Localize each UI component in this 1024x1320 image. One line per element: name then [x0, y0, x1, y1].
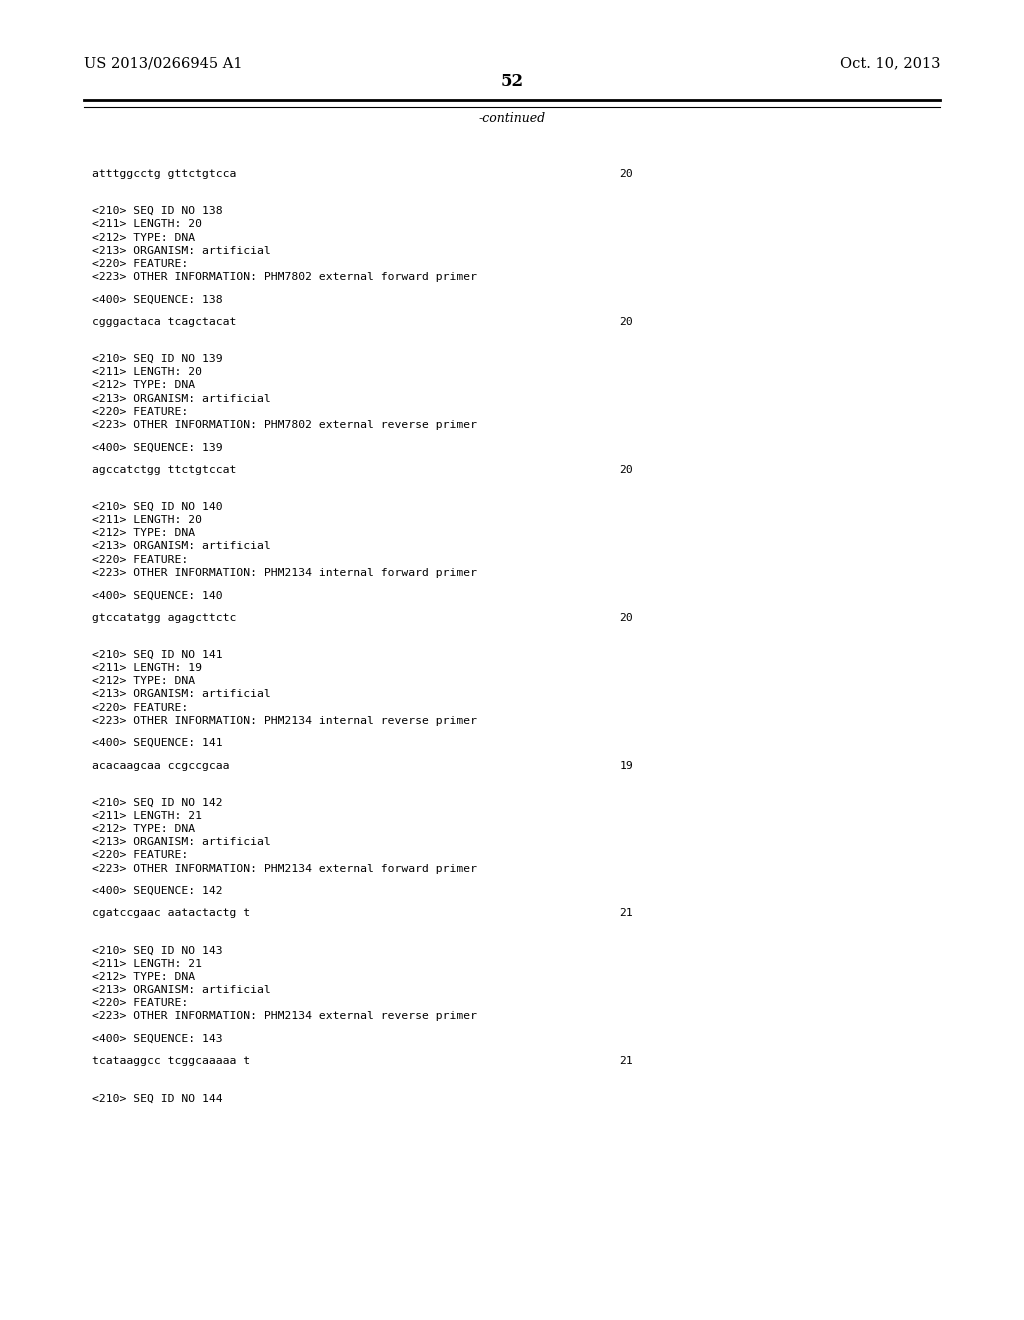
Text: <223> OTHER INFORMATION: PHM2134 external reverse primer: <223> OTHER INFORMATION: PHM2134 externa…: [92, 1011, 477, 1022]
Text: <220> FEATURE:: <220> FEATURE:: [92, 259, 188, 269]
Text: atttggcctg gttctgtcca: atttggcctg gttctgtcca: [92, 169, 237, 180]
Text: acacaagcaa ccgccgcaa: acacaagcaa ccgccgcaa: [92, 760, 229, 771]
Text: 20: 20: [620, 317, 633, 327]
Text: <223> OTHER INFORMATION: PHM7802 external forward primer: <223> OTHER INFORMATION: PHM7802 externa…: [92, 272, 477, 282]
Text: <220> FEATURE:: <220> FEATURE:: [92, 554, 188, 565]
Text: 20: 20: [620, 612, 633, 623]
Text: <211> LENGTH: 20: <211> LENGTH: 20: [92, 515, 202, 525]
Text: <210> SEQ ID NO 140: <210> SEQ ID NO 140: [92, 502, 223, 512]
Text: <211> LENGTH: 20: <211> LENGTH: 20: [92, 367, 202, 378]
Text: US 2013/0266945 A1: US 2013/0266945 A1: [84, 57, 243, 70]
Text: <213> ORGANISM: artificial: <213> ORGANISM: artificial: [92, 985, 271, 995]
Text: <213> ORGANISM: artificial: <213> ORGANISM: artificial: [92, 837, 271, 847]
Text: <210> SEQ ID NO 142: <210> SEQ ID NO 142: [92, 797, 223, 808]
Text: <210> SEQ ID NO 138: <210> SEQ ID NO 138: [92, 206, 223, 216]
Text: 52: 52: [501, 74, 523, 90]
Text: <212> TYPE: DNA: <212> TYPE: DNA: [92, 380, 196, 391]
Text: 19: 19: [620, 760, 633, 771]
Text: <213> ORGANISM: artificial: <213> ORGANISM: artificial: [92, 246, 271, 256]
Text: cgggactaca tcagctacat: cgggactaca tcagctacat: [92, 317, 237, 327]
Text: <400> SEQUENCE: 138: <400> SEQUENCE: 138: [92, 294, 223, 305]
Text: <223> OTHER INFORMATION: PHM2134 internal reverse primer: <223> OTHER INFORMATION: PHM2134 interna…: [92, 715, 477, 726]
Text: <400> SEQUENCE: 141: <400> SEQUENCE: 141: [92, 738, 223, 748]
Text: <211> LENGTH: 21: <211> LENGTH: 21: [92, 958, 202, 969]
Text: <212> TYPE: DNA: <212> TYPE: DNA: [92, 232, 196, 243]
Text: <212> TYPE: DNA: <212> TYPE: DNA: [92, 824, 196, 834]
Text: <223> OTHER INFORMATION: PHM2134 external forward primer: <223> OTHER INFORMATION: PHM2134 externa…: [92, 863, 477, 874]
Text: <210> SEQ ID NO 141: <210> SEQ ID NO 141: [92, 649, 223, 660]
Text: gtccatatgg agagcttctc: gtccatatgg agagcttctc: [92, 612, 237, 623]
Text: <220> FEATURE:: <220> FEATURE:: [92, 702, 188, 713]
Text: <400> SEQUENCE: 142: <400> SEQUENCE: 142: [92, 886, 223, 896]
Text: <211> LENGTH: 21: <211> LENGTH: 21: [92, 810, 202, 821]
Text: cgatccgaac aatactactg t: cgatccgaac aatactactg t: [92, 908, 250, 919]
Text: -continued: -continued: [478, 112, 546, 125]
Text: <210> SEQ ID NO 144: <210> SEQ ID NO 144: [92, 1093, 223, 1104]
Text: <212> TYPE: DNA: <212> TYPE: DNA: [92, 972, 196, 982]
Text: <400> SEQUENCE: 139: <400> SEQUENCE: 139: [92, 442, 223, 453]
Text: <213> ORGANISM: artificial: <213> ORGANISM: artificial: [92, 689, 271, 700]
Text: <210> SEQ ID NO 143: <210> SEQ ID NO 143: [92, 945, 223, 956]
Text: agccatctgg ttctgtccat: agccatctgg ttctgtccat: [92, 465, 237, 475]
Text: 21: 21: [620, 1056, 633, 1067]
Text: Oct. 10, 2013: Oct. 10, 2013: [840, 57, 940, 70]
Text: 21: 21: [620, 908, 633, 919]
Text: <220> FEATURE:: <220> FEATURE:: [92, 850, 188, 861]
Text: 20: 20: [620, 169, 633, 180]
Text: <223> OTHER INFORMATION: PHM7802 external reverse primer: <223> OTHER INFORMATION: PHM7802 externa…: [92, 420, 477, 430]
Text: <213> ORGANISM: artificial: <213> ORGANISM: artificial: [92, 541, 271, 552]
Text: <211> LENGTH: 20: <211> LENGTH: 20: [92, 219, 202, 230]
Text: <400> SEQUENCE: 140: <400> SEQUENCE: 140: [92, 590, 223, 601]
Text: <223> OTHER INFORMATION: PHM2134 internal forward primer: <223> OTHER INFORMATION: PHM2134 interna…: [92, 568, 477, 578]
Text: <220> FEATURE:: <220> FEATURE:: [92, 407, 188, 417]
Text: tcataaggcc tcggcaaaaa t: tcataaggcc tcggcaaaaa t: [92, 1056, 250, 1067]
Text: <212> TYPE: DNA: <212> TYPE: DNA: [92, 676, 196, 686]
Text: <211> LENGTH: 19: <211> LENGTH: 19: [92, 663, 202, 673]
Text: <213> ORGANISM: artificial: <213> ORGANISM: artificial: [92, 393, 271, 404]
Text: <212> TYPE: DNA: <212> TYPE: DNA: [92, 528, 196, 539]
Text: <400> SEQUENCE: 143: <400> SEQUENCE: 143: [92, 1034, 223, 1044]
Text: <220> FEATURE:: <220> FEATURE:: [92, 998, 188, 1008]
Text: <210> SEQ ID NO 139: <210> SEQ ID NO 139: [92, 354, 223, 364]
Text: 20: 20: [620, 465, 633, 475]
